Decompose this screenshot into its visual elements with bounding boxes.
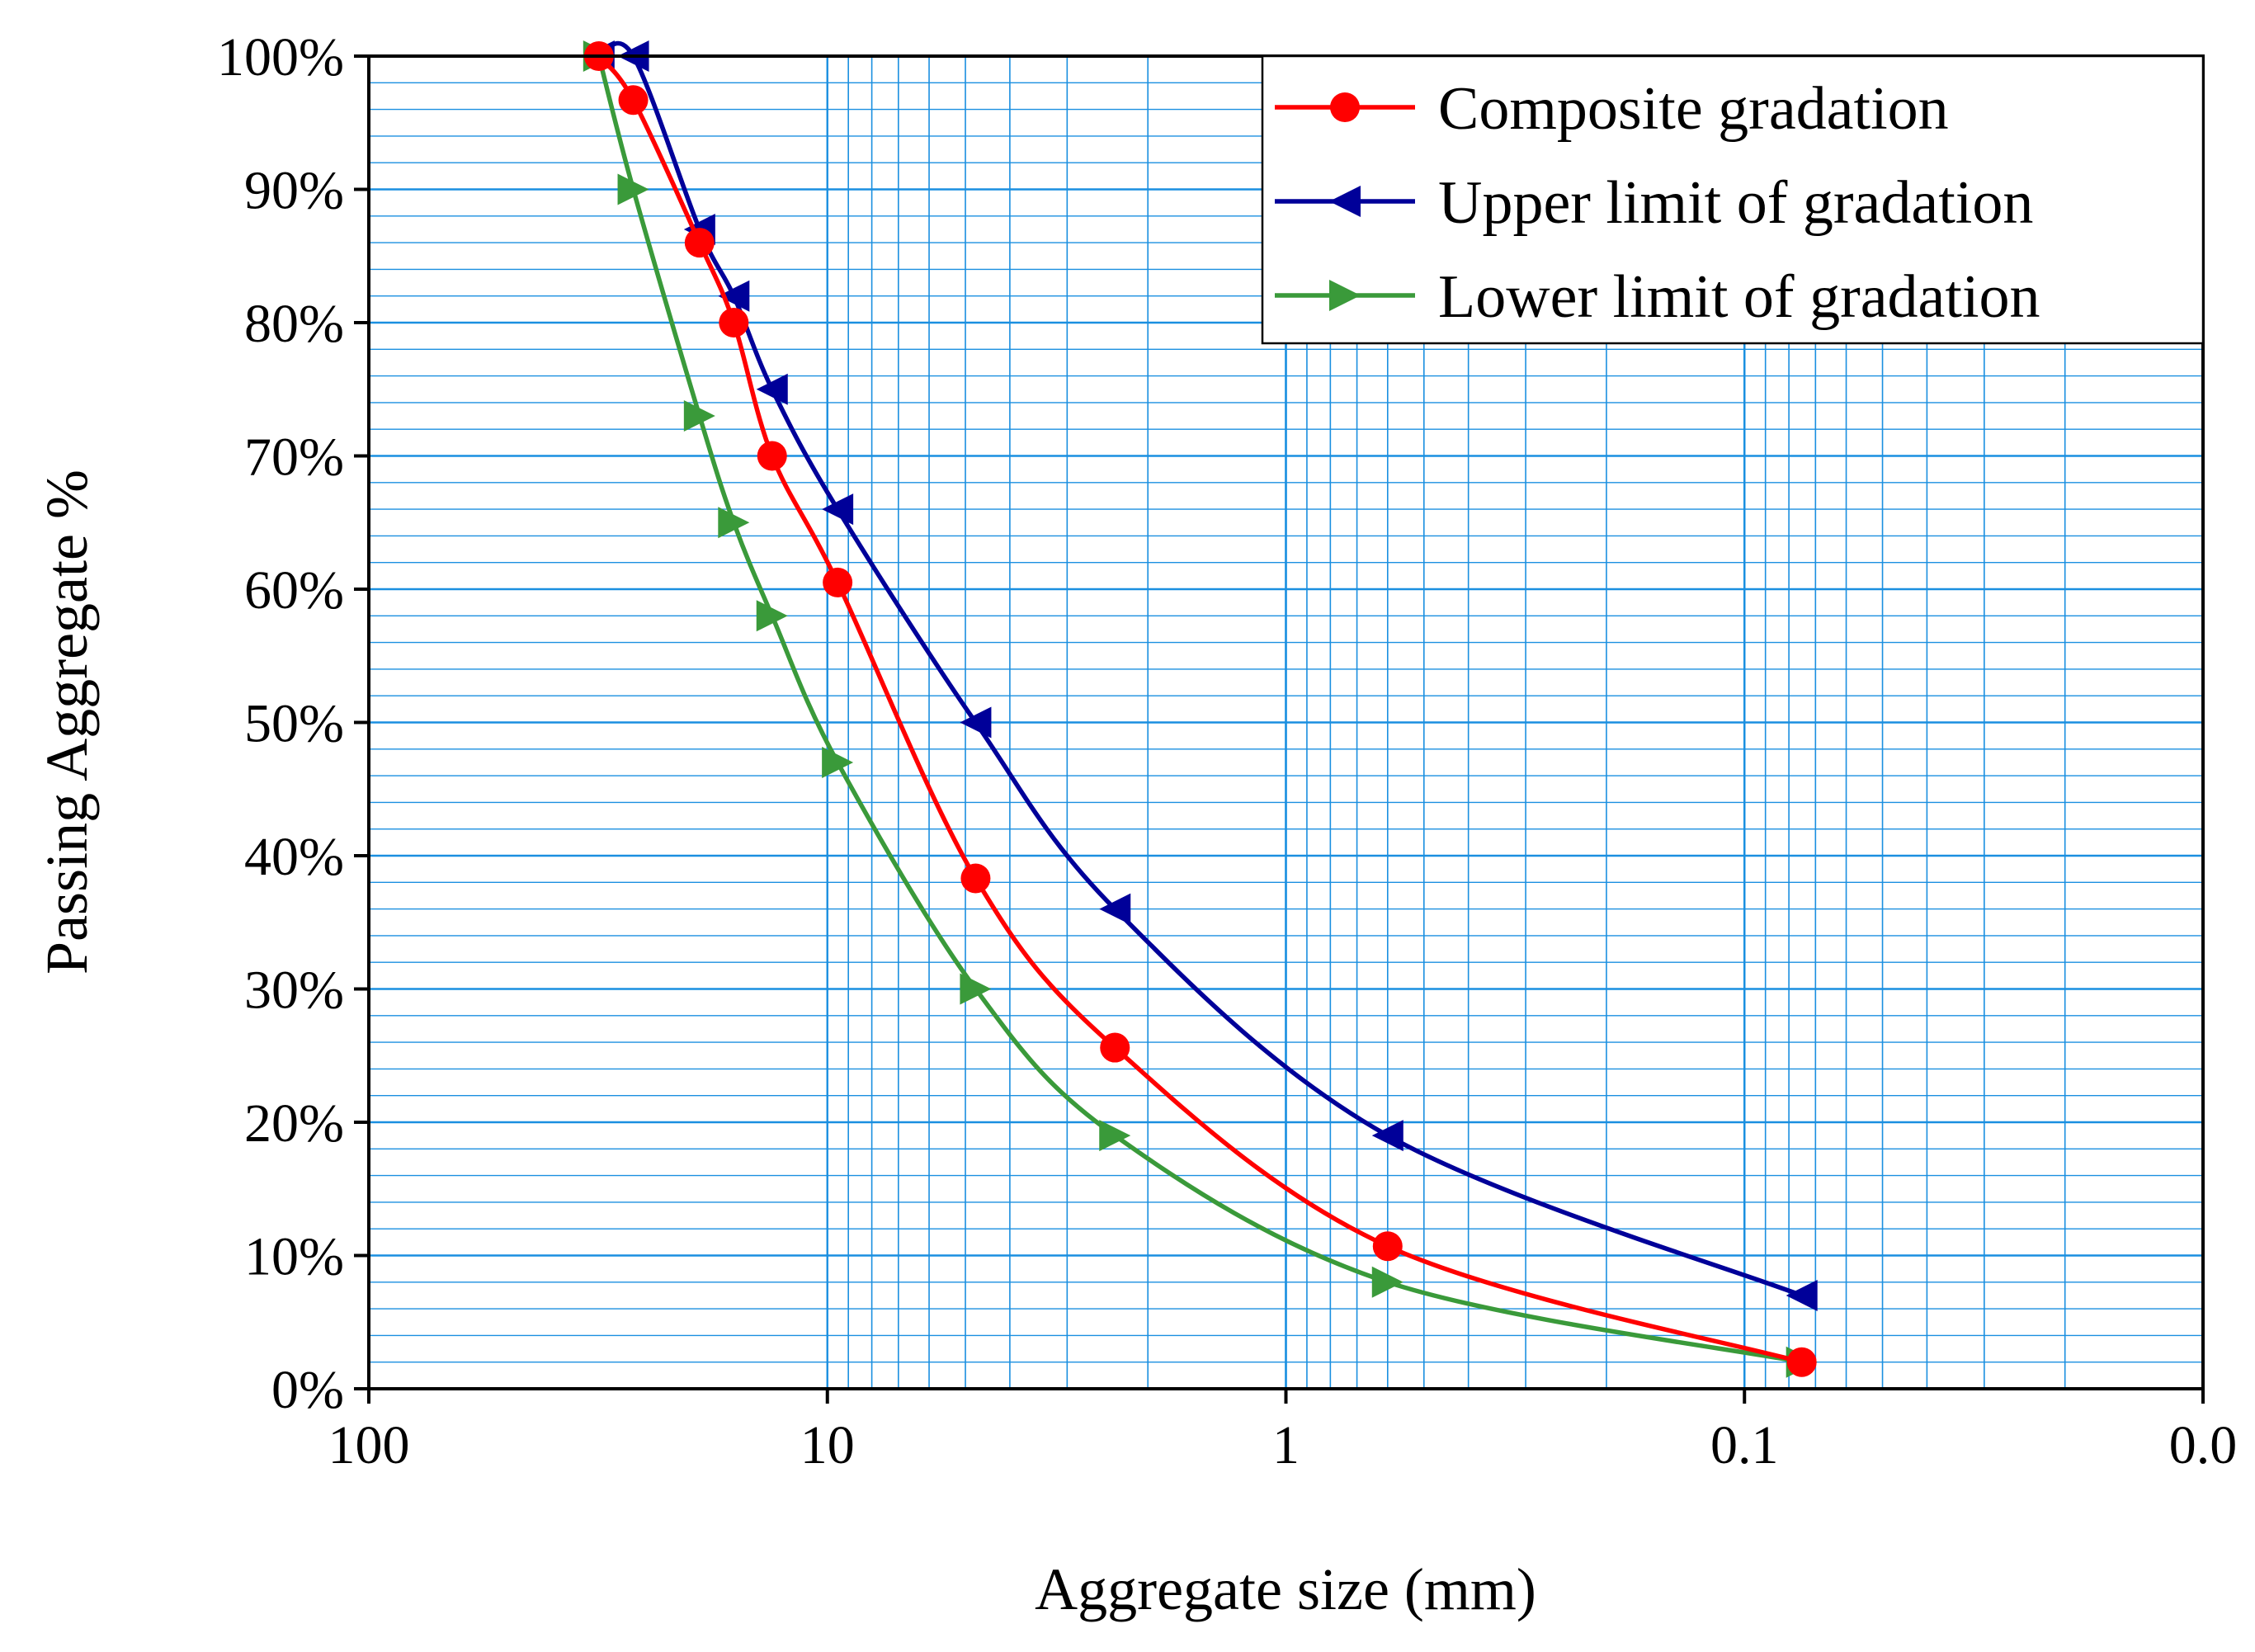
data-point-upper-limit-of-gradation (1371, 1120, 1403, 1152)
legend-marker (1329, 280, 1361, 311)
y-tick-label: 90% (244, 161, 344, 221)
y-tick-label: 40% (244, 827, 344, 887)
data-point-composite-gradation (1786, 1347, 1817, 1377)
legend: Composite gradation Upper limit of gradat… (1261, 54, 2205, 345)
data-point-lower-limit-of-gradation (756, 600, 788, 632)
y-tick-label: 70% (244, 427, 344, 488)
ticks: 100 10 1 0.1 0.0 0% 10% 20% 30% 40% 50% 60% 70% 80% 90… (217, 27, 2237, 1475)
y-tick-label: 30% (244, 961, 344, 1021)
x-axis-label: Aggregate size (mm) (1035, 1556, 1536, 1622)
legend-marker (1329, 186, 1361, 217)
data-point-lower-limit-of-gradation (683, 400, 715, 432)
legend-marker (1330, 92, 1360, 122)
series-layer (583, 40, 1818, 1378)
series-composite-gradation (583, 41, 1817, 1377)
y-tick-label: 60% (244, 560, 344, 621)
x-tick-label: 0.1 (1710, 1415, 1779, 1475)
data-point-upper-limit-of-gradation (756, 373, 788, 405)
y-tick-label: 20% (244, 1093, 344, 1154)
y-axis-label: Passing Aggregate % (34, 470, 100, 975)
data-point-lower-limit-of-gradation (822, 746, 854, 778)
y-tick-label: 50% (244, 694, 344, 754)
data-point-upper-limit-of-gradation (960, 706, 992, 739)
series-line-lower-limit-of-gradation (597, 55, 1803, 1365)
legend-label: Lower limit of gradation (1438, 263, 2040, 331)
data-point-composite-gradation (1100, 1032, 1130, 1063)
legend-box (1261, 54, 2205, 345)
x-tick-label: 100 (328, 1415, 410, 1475)
data-point-composite-gradation (719, 308, 749, 337)
data-point-lower-limit-of-gradation (617, 173, 649, 205)
data-point-composite-gradation (823, 567, 853, 597)
y-tick-label: 10% (244, 1227, 344, 1287)
data-point-lower-limit-of-gradation (718, 507, 750, 539)
data-point-upper-limit-of-gradation (1099, 893, 1131, 925)
data-point-composite-gradation (618, 85, 649, 116)
data-point-composite-gradation (960, 863, 991, 894)
data-point-composite-gradation (684, 228, 715, 258)
legend-label: Composite gradation (1438, 75, 1949, 143)
x-tick-label: 1 (1272, 1415, 1300, 1475)
data-point-composite-gradation (757, 441, 787, 471)
x-tick-label: 10 (800, 1415, 855, 1475)
data-point-lower-limit-of-gradation (960, 973, 992, 1005)
data-point-composite-gradation (1372, 1231, 1403, 1262)
y-tick-label: 100% (217, 27, 344, 87)
legend-label: Upper limit of gradation (1438, 169, 2033, 237)
data-point-upper-limit-of-gradation (822, 493, 854, 526)
data-point-lower-limit-of-gradation (1099, 1120, 1131, 1152)
x-tick-label: 0.0 (2169, 1415, 2238, 1475)
data-point-upper-limit-of-gradation (718, 280, 750, 312)
y-tick-label: 0% (271, 1360, 344, 1420)
y-tick-label: 80% (244, 294, 344, 354)
data-point-upper-limit-of-gradation (1786, 1279, 1818, 1311)
data-point-lower-limit-of-gradation (1371, 1266, 1403, 1298)
